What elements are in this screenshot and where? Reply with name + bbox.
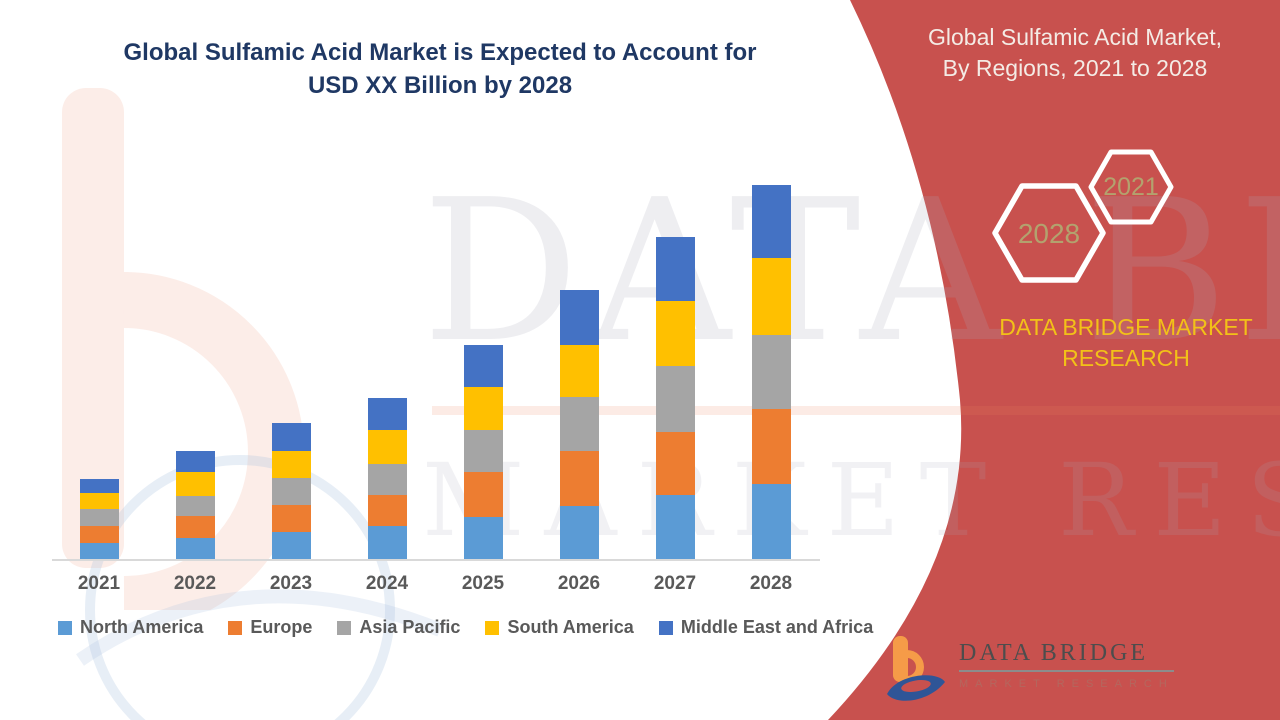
- legend-item-europe: Europe: [228, 617, 312, 638]
- dbmr-logo-tagline: MARKET RESEARCH: [959, 678, 1174, 690]
- legend-swatch: [485, 620, 500, 635]
- hexagon-2028-outline: [992, 183, 1106, 283]
- bar-segment-2024-south-america: [367, 429, 407, 464]
- bar-segment-2027-south-america: [655, 301, 695, 366]
- panel-title-line1: Global Sulfamic Acid Market,: [927, 24, 1222, 50]
- bar-segment-2022-europe: [175, 515, 215, 538]
- x-axis-label-2022: 2022: [173, 573, 217, 594]
- legend-item-south-america: South America: [485, 617, 634, 638]
- hexagon-badges: [992, 149, 1174, 283]
- bar-segment-2022-north-america: [175, 538, 215, 559]
- bar-segment-2023-north-america: [271, 532, 311, 559]
- bar-segment-2023-asia-pacific: [271, 478, 311, 505]
- chart-title-line1: Global Sulfamic Acid Market is Expected …: [123, 39, 757, 66]
- bar-segment-2021-europe: [79, 526, 119, 543]
- x-axis-label-2027: 2027: [653, 573, 697, 594]
- legend-item-north-america: North America: [58, 617, 203, 638]
- legend-label: Middle East and Africa: [680, 617, 874, 637]
- bar-segment-2024-north-america: [367, 526, 407, 559]
- bar-segment-2027-north-america: [655, 494, 695, 559]
- bar-segment-2025-europe: [463, 472, 503, 517]
- bar-segment-2026-asia-pacific: [559, 397, 599, 451]
- chart-legend: North America Europe Asia Pacific South Ame…: [58, 617, 873, 638]
- x-axis-label-2024: 2024: [365, 573, 409, 594]
- hexagon-2021-outline: [1088, 149, 1174, 225]
- bar-segment-2021-middle-east-and-africa: [79, 479, 119, 493]
- panel-title: Global Sulfamic Acid Market, By Regions,…: [890, 22, 1260, 84]
- panel-title-line2: By Regions, 2021 to 2028: [942, 55, 1208, 81]
- bar-segment-2023-europe: [271, 505, 311, 532]
- legend-swatch: [658, 620, 673, 635]
- legend-item-middle-east-and-africa: Middle East and Africa: [658, 617, 874, 638]
- bar-segment-2025-north-america: [463, 517, 503, 559]
- chart-title-line2: USD XX Billion by 2028: [307, 72, 573, 99]
- dbmr-logo-icon: [887, 636, 945, 701]
- x-axis-label-2025: 2025: [461, 573, 505, 594]
- bar-segment-2028-middle-east-and-africa: [751, 185, 791, 259]
- legend-label: Europe: [250, 617, 313, 637]
- bar-segment-2028-north-america: [751, 484, 791, 559]
- bar-segment-2023-south-america: [271, 451, 311, 478]
- bar-segment-2028-asia-pacific: [751, 335, 791, 409]
- x-axis-label-2021: 2021: [77, 573, 121, 594]
- bar-segment-2027-asia-pacific: [655, 365, 695, 432]
- bar-segment-2027-middle-east-and-africa: [655, 236, 695, 301]
- x-axis-line: [52, 559, 820, 561]
- brand-name-line2: RESEARCH: [1062, 345, 1190, 371]
- legend-label: Asia Pacific: [359, 617, 461, 637]
- bar-segment-2023-middle-east-and-africa: [271, 422, 311, 451]
- hexagon-year-2021: 2021: [1103, 173, 1159, 201]
- dbmr-logo-name: DATA BRIDGE: [959, 640, 1174, 672]
- brand-name-text: DATA BRIDGE MARKET RESEARCH: [995, 312, 1257, 374]
- dbmr-logo: DATA BRIDGE MARKET RESEARCH: [885, 634, 1174, 702]
- x-axis-label-2028: 2028: [749, 573, 793, 594]
- bar-segment-2027-europe: [655, 431, 695, 495]
- x-axis-label-2026: 2026: [557, 573, 601, 594]
- legend-label: South America: [507, 617, 634, 637]
- bar-segment-2025-asia-pacific: [463, 430, 503, 472]
- chart-title: Global Sulfamic Acid Market is Expected …: [105, 36, 775, 102]
- bar-segment-2024-middle-east-and-africa: [367, 397, 407, 430]
- bar-segment-2028-south-america: [751, 258, 791, 336]
- legend-swatch: [337, 620, 352, 635]
- bar-segment-2026-europe: [559, 451, 599, 507]
- bar-segment-2026-south-america: [559, 344, 599, 397]
- bar-segment-2026-middle-east-and-africa: [559, 289, 599, 345]
- hexagon-year-2028: 2028: [1017, 218, 1081, 249]
- bar-segment-2022-asia-pacific: [175, 496, 215, 516]
- legend-item-asia-pacific: Asia Pacific: [337, 617, 460, 638]
- brand-name-line1: DATA BRIDGE MARKET: [999, 314, 1253, 340]
- bar-segment-2025-middle-east-and-africa: [463, 344, 503, 387]
- dbmr-logo-text: DATA BRIDGE MARKET RESEARCH: [959, 634, 1174, 690]
- bar-segment-2028-europe: [751, 409, 791, 484]
- bar-segment-2024-asia-pacific: [367, 463, 407, 495]
- bar-segment-2022-middle-east-and-africa: [175, 451, 215, 472]
- bar-segment-2026-north-america: [559, 506, 599, 559]
- legend-swatch: [58, 620, 72, 635]
- bar-segment-2025-south-america: [463, 386, 503, 430]
- bar-segment-2021-south-america: [79, 493, 119, 510]
- bar-segment-2024-europe: [367, 494, 407, 526]
- bar-segment-2022-south-america: [175, 472, 215, 496]
- x-axis-label-2023: 2023: [269, 573, 313, 594]
- bar-segment-2021-asia-pacific: [79, 509, 119, 526]
- legend-label: North America: [80, 617, 204, 637]
- legend-swatch: [228, 620, 243, 635]
- bar-segment-2021-north-america: [79, 542, 119, 559]
